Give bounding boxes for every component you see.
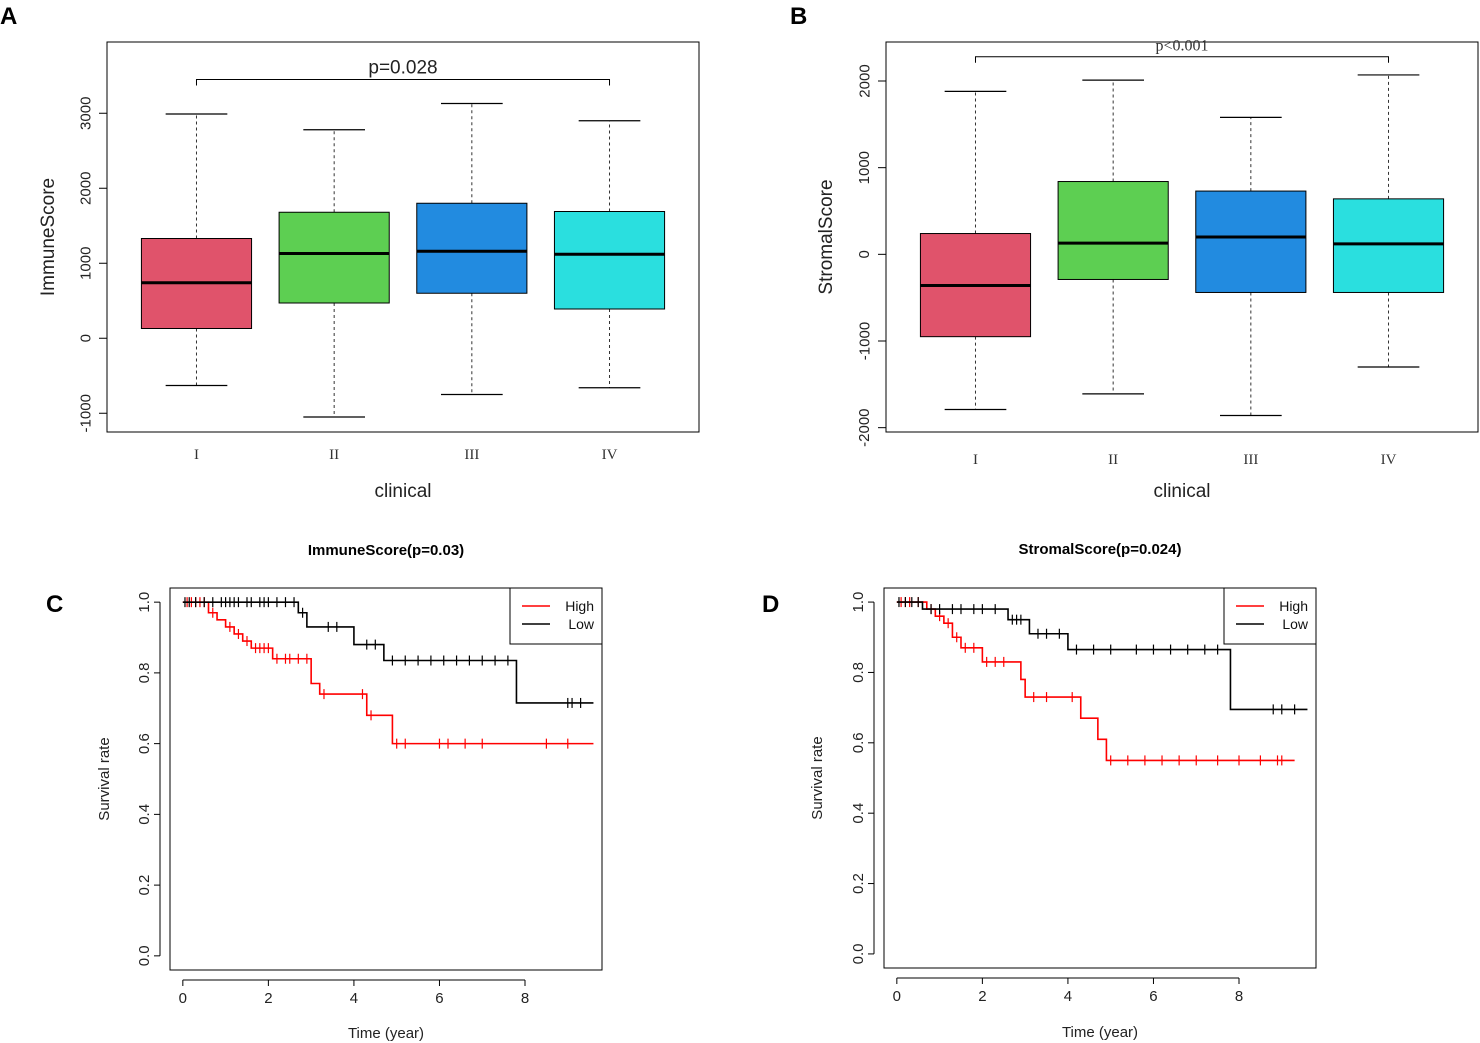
y-tick-label: -2000 — [856, 408, 873, 446]
panel-letter-c: C — [46, 591, 63, 618]
survival-curve-high — [182, 601, 594, 745]
y-tick-label: 2000 — [856, 64, 873, 97]
panel-letter-b: B — [790, 3, 807, 30]
p-value-label: p=0.028 — [368, 58, 437, 79]
y-axis-label: Survival rate — [809, 736, 826, 819]
y-tick-label: 0.4 — [136, 804, 153, 825]
x-tick-label: II — [1108, 452, 1118, 468]
y-tick-label: 1.0 — [850, 592, 867, 613]
y-tick-label: 1000 — [77, 247, 94, 280]
box-III — [1195, 190, 1307, 293]
panel-letter-a: A — [0, 3, 17, 30]
box-IV — [1332, 198, 1445, 293]
y-tick-label: -1000 — [856, 322, 873, 360]
x-axis-label: Time (year) — [1062, 1024, 1138, 1041]
x-tick-label: 8 — [521, 990, 529, 1007]
x-tick-label: 0 — [893, 988, 901, 1005]
x-tick-label: II — [329, 447, 339, 463]
y-tick-label: 0.0 — [850, 943, 867, 964]
x-tick-label: III — [1243, 452, 1258, 468]
box-IV — [553, 211, 666, 310]
legend-label-low: Low — [568, 616, 595, 632]
plot-frame — [169, 587, 603, 971]
x-tick-label: 6 — [1149, 988, 1157, 1005]
x-tick-label: IV — [1381, 452, 1397, 468]
y-tick-label: 0.2 — [850, 873, 867, 894]
y-tick-label: 0.4 — [850, 803, 867, 824]
x-tick-label: 4 — [1064, 988, 1072, 1005]
x-tick-label: III — [464, 447, 479, 463]
x-axis-label: clinical — [1153, 481, 1210, 502]
y-axis-label: ImmuneScore — [38, 178, 59, 296]
survival-curve-low — [896, 601, 1308, 711]
y-tick-label: 0.6 — [136, 733, 153, 754]
legend-label-high: High — [1279, 598, 1308, 614]
box-II — [1057, 181, 1169, 280]
legend-box — [509, 587, 603, 645]
plot-frame — [885, 41, 1479, 433]
x-tick-label: 4 — [350, 990, 358, 1007]
km-plot-immune-score: ImmuneScore(p=0.03) 0 2 4 6 8 0.0 0.2 0.4 0.6 0.8 1… — [96, 542, 603, 1042]
legend-box — [1223, 587, 1317, 645]
y-tick-label: 3000 — [77, 97, 94, 130]
plot-frame — [883, 587, 1317, 969]
y-tick-label: 1.0 — [136, 592, 153, 613]
x-tick-label: 2 — [264, 990, 272, 1007]
x-tick-label: 6 — [435, 990, 443, 1007]
box-II — [278, 211, 390, 304]
y-tick-label: 0.0 — [136, 945, 153, 966]
chart-title: StromalScore(p=0.024) — [1019, 541, 1182, 558]
x-tick-label: 8 — [1235, 988, 1243, 1005]
panel-letter-d: D — [762, 591, 779, 618]
x-tick-label: 2 — [978, 988, 986, 1005]
significance-bracket — [974, 56, 1390, 63]
significance-bracket — [195, 79, 611, 86]
plot-frame — [106, 41, 700, 433]
p-value-label: p<0.001 — [1155, 38, 1208, 55]
x-tick-label: 0 — [179, 990, 187, 1007]
x-tick-label: I — [194, 447, 199, 463]
y-tick-label: 0.2 — [136, 875, 153, 896]
x-tick-label: IV — [602, 447, 618, 463]
legend-label-low: Low — [1282, 616, 1309, 632]
y-tick-label: 1000 — [856, 151, 873, 184]
y-tick-label: 0.8 — [850, 662, 867, 683]
y-tick-label: 2000 — [77, 172, 94, 205]
y-axis-label: StromalScore — [816, 179, 837, 294]
km-plot-stromal-score: StromalScore(p=0.024) 0 2 4 6 8 0.0 0.2 0.4 0.6 0.… — [809, 541, 1317, 1041]
y-tick-label: 0 — [77, 334, 94, 342]
box-III — [416, 202, 528, 294]
y-axis-label: Survival rate — [96, 737, 113, 820]
y-tick-label: -1000 — [77, 394, 94, 432]
survival-curve-low — [182, 601, 594, 704]
y-tick-label: 0.8 — [136, 662, 153, 683]
legend-label-high: High — [565, 598, 594, 614]
chart-title: ImmuneScore(p=0.03) — [308, 542, 464, 559]
x-axis-label: clinical — [374, 481, 431, 502]
y-tick-label: 0 — [856, 250, 873, 258]
x-tick-label: I — [973, 452, 978, 468]
x-axis-label: Time (year) — [348, 1025, 424, 1042]
survival-curve-high — [896, 601, 1295, 762]
y-tick-label: 0.6 — [850, 732, 867, 753]
